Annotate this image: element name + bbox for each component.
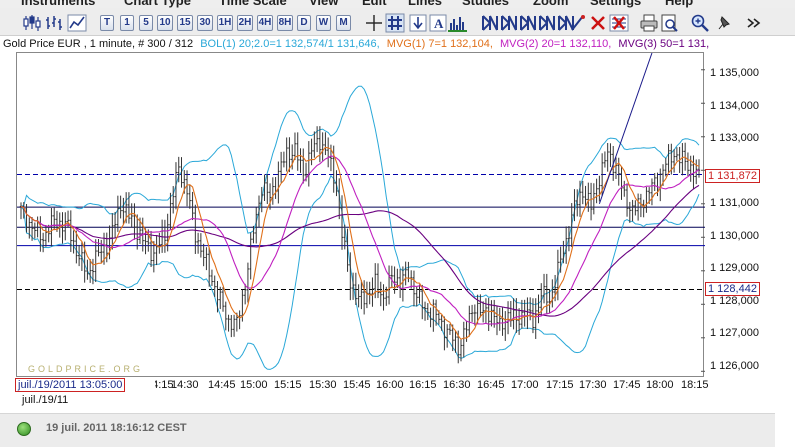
y-tick-label: 1 134,000 <box>710 100 759 112</box>
legend-mvg-50: MVG(3) 50=1 131, <box>618 38 710 50</box>
current-price-label: 1 131,872 <box>705 169 760 183</box>
right-margin <box>775 36 795 447</box>
x-tick-label: 15:00 <box>240 379 268 391</box>
fibonacci-icon[interactable] <box>480 13 500 33</box>
status-bar: 19 juil. 2011 18:16:12 CEST <box>0 413 775 447</box>
y-tick-label: 1 126,000 <box>710 360 759 372</box>
connection-status-icon <box>17 422 31 436</box>
y-tick-label: 1 129,000 <box>710 262 759 274</box>
legend-mvg-7: MVG(1) 7=1 132,104, <box>386 38 493 50</box>
y-tick-label: 1 128,000 <box>710 295 759 307</box>
bar-chart-icon[interactable] <box>44 13 64 33</box>
legend-mvg-20: MVG(2) 20=1 132,110, <box>499 38 612 50</box>
fibonacci-icon[interactable] <box>537 13 557 33</box>
x-tick-label: 17:45 <box>613 379 641 391</box>
y-tick-label: 1 127,000 <box>710 327 759 339</box>
toolbar: T 1 5 10 15 30 1H 2H 4H 8H D W M A <box>0 8 795 36</box>
x-tick-label: 15:30 <box>309 379 337 391</box>
trend-line <box>598 53 653 204</box>
x-tick-label: 16:15 <box>409 379 437 391</box>
bollinger-lower-band <box>20 174 700 370</box>
timeframe-8h-button[interactable]: 8H <box>277 15 293 31</box>
legend-instrument: Gold Price EUR , 1 minute, # 300 / 312 <box>3 38 194 50</box>
timeframe-1h-button[interactable]: 1H <box>217 15 233 31</box>
menu-bar: Instruments Chart Type Time Scale View E… <box>0 0 795 8</box>
timeframe-week-button[interactable]: W <box>316 15 331 31</box>
y-tick-label: 1 133,000 <box>710 132 759 144</box>
menu-help[interactable]: Help <box>665 0 694 8</box>
x-tick-label: 18:00 <box>646 379 674 391</box>
timeframe-4h-button[interactable]: 4H <box>257 15 273 31</box>
fibonacci-icon[interactable] <box>518 13 538 33</box>
y-tick-label: 1 130,000 <box>710 230 759 242</box>
level-price-label: 1 128,442 <box>705 282 760 296</box>
y-tick-label: 1 135,000 <box>710 67 759 79</box>
price-chart[interactable] <box>17 53 705 378</box>
x-tick-label: 14:15 <box>146 379 174 391</box>
x-tick-label: 18:15 <box>681 379 709 391</box>
chart-legend: Gold Price EUR , 1 minute, # 300 / 312 B… <box>3 38 793 52</box>
bollinger-upper-band <box>20 85 700 305</box>
pin-icon[interactable] <box>713 13 733 33</box>
line-chart-icon[interactable] <box>67 13 87 33</box>
timeframe-tick-button[interactable]: T <box>100 15 114 31</box>
x-tick-label: 14:45 <box>208 379 236 391</box>
arrow-down-icon[interactable] <box>408 13 428 33</box>
legend-bollinger: BOL(1) 20;2.0=1 132,574/1 131,646, <box>200 38 380 50</box>
more-icon[interactable] <box>744 13 764 33</box>
delete-icon[interactable] <box>588 13 608 33</box>
export-icon[interactable] <box>659 13 679 33</box>
status-timestamp: 19 juil. 2011 18:16:12 CEST <box>46 422 187 434</box>
crosshair-icon[interactable] <box>364 13 384 33</box>
grid-icon[interactable] <box>385 13 405 33</box>
menu-chart-type[interactable]: Chart Type <box>124 0 191 8</box>
menu-zoom[interactable]: Zoom <box>533 0 569 8</box>
timeframe-5m-button[interactable]: 5 <box>139 15 153 31</box>
fibonacci-icon[interactable] <box>556 13 576 33</box>
menu-lines[interactable]: Lines <box>408 0 442 8</box>
y-tick-label: 1 131,000 <box>710 197 759 209</box>
x-tick-label: 16:45 <box>477 379 505 391</box>
menu-view[interactable]: View <box>309 0 339 8</box>
svg-text:A: A <box>434 16 444 31</box>
x-tick-label: 17:30 <box>579 379 607 391</box>
cursor-date-label: juil./19/2011 13:05:00 <box>15 378 126 392</box>
timeframe-day-button[interactable]: D <box>297 15 311 31</box>
menu-time-scale[interactable]: Time Scale <box>219 0 287 8</box>
x-tick-label: 17:15 <box>546 379 574 391</box>
x-tick-label: 16:00 <box>376 379 404 391</box>
timeframe-1m-button[interactable]: 1 <box>120 15 134 31</box>
x-tick-label: 14:30 <box>171 379 199 391</box>
timeframe-30m-button[interactable]: 30 <box>197 15 213 31</box>
draw-line-icon[interactable] <box>568 13 588 33</box>
text-tool-icon[interactable]: A <box>428 13 448 33</box>
volume-icon[interactable] <box>448 13 468 33</box>
delete-all-icon[interactable] <box>609 13 629 33</box>
timeframe-2h-button[interactable]: 2H <box>237 15 253 31</box>
menu-studies[interactable]: Studies <box>462 0 509 8</box>
x-tick-label: 17:00 <box>511 379 539 391</box>
moving-average-7 <box>20 146 700 340</box>
x-tick-label: 16:30 <box>443 379 471 391</box>
x-tick-label: 15:15 <box>274 379 302 391</box>
moving-average-20 <box>20 155 700 325</box>
day-label: juil./19/11 <box>22 394 69 406</box>
timeframe-10m-button[interactable]: 10 <box>157 15 173 31</box>
watermark: GOLDPRICE.ORG <box>28 364 144 374</box>
candlestick-chart-icon[interactable] <box>22 13 42 33</box>
moving-average-50 <box>20 184 700 317</box>
x-tick-label: 15:45 <box>343 379 371 391</box>
zoom-in-icon[interactable] <box>690 13 710 33</box>
chart-plot-area[interactable] <box>16 52 705 378</box>
print-icon[interactable] <box>639 13 659 33</box>
fibonacci-icon[interactable] <box>499 13 519 33</box>
timeframe-15m-button[interactable]: 15 <box>177 15 193 31</box>
menu-instruments[interactable]: Instruments <box>21 0 96 8</box>
menu-edit[interactable]: Edit <box>362 0 387 8</box>
timeframe-month-button[interactable]: M <box>336 15 351 31</box>
menu-settings[interactable]: Settings <box>590 0 642 8</box>
